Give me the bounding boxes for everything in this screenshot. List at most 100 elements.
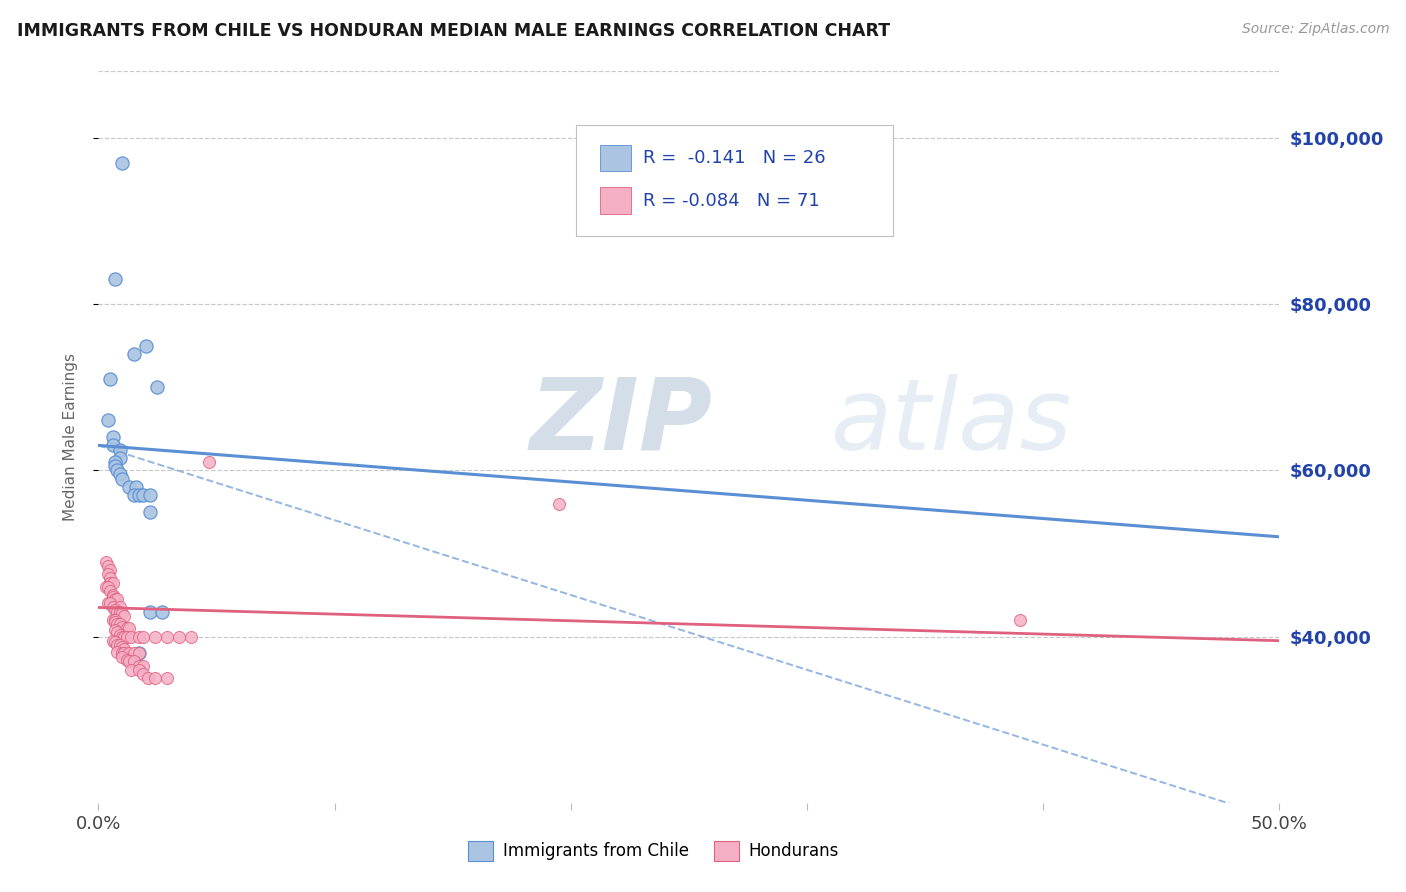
- Point: [104, 613, 127, 627]
- Point: [122, 347, 145, 361]
- Point: [105, 638, 128, 652]
- Point: [115, 653, 138, 667]
- Point: [132, 630, 155, 644]
- Point: [118, 655, 141, 669]
- Point: [122, 646, 145, 660]
- Point: [132, 488, 155, 502]
- Point: [98, 563, 121, 577]
- Point: [101, 575, 124, 590]
- Point: [104, 635, 127, 649]
- Point: [104, 615, 127, 629]
- Text: R = -0.084   N = 71: R = -0.084 N = 71: [643, 192, 820, 210]
- Point: [97, 567, 120, 582]
- Point: [122, 655, 145, 669]
- Point: [108, 605, 131, 619]
- Point: [112, 608, 135, 623]
- Point: [98, 575, 121, 590]
- Point: [97, 558, 120, 573]
- Point: [108, 467, 131, 482]
- Point: [111, 650, 134, 665]
- Point: [104, 455, 127, 469]
- Point: [150, 605, 173, 619]
- Point: [112, 630, 135, 644]
- Point: [105, 463, 128, 477]
- Point: [105, 617, 128, 632]
- Point: [125, 480, 148, 494]
- Point: [101, 613, 124, 627]
- Point: [104, 592, 127, 607]
- Point: [128, 646, 150, 660]
- Point: [143, 630, 166, 644]
- Point: [139, 605, 162, 619]
- Point: [101, 430, 124, 444]
- Point: [112, 642, 135, 657]
- Point: [548, 497, 571, 511]
- Point: [111, 646, 134, 660]
- Point: [108, 638, 131, 652]
- Point: [128, 630, 150, 644]
- Text: IMMIGRANTS FROM CHILE VS HONDURAN MEDIAN MALE EARNINGS CORRELATION CHART: IMMIGRANTS FROM CHILE VS HONDURAN MEDIAN…: [17, 22, 890, 40]
- Point: [97, 413, 120, 427]
- Point: [128, 663, 150, 677]
- Point: [118, 480, 141, 494]
- Text: ZIP: ZIP: [530, 374, 713, 471]
- Point: [108, 600, 131, 615]
- Point: [98, 571, 121, 585]
- Point: [167, 630, 190, 644]
- Point: [111, 472, 134, 486]
- Point: [104, 459, 127, 474]
- Point: [108, 450, 131, 465]
- Text: R =  -0.141   N = 26: R = -0.141 N = 26: [643, 149, 825, 167]
- Point: [111, 630, 134, 644]
- Point: [115, 630, 138, 644]
- Point: [132, 658, 155, 673]
- Point: [121, 630, 143, 644]
- Point: [139, 488, 162, 502]
- Text: atlas: atlas: [831, 374, 1073, 471]
- Point: [1008, 613, 1031, 627]
- Point: [115, 621, 138, 635]
- Point: [104, 623, 127, 637]
- Point: [98, 596, 121, 610]
- Point: [156, 630, 179, 644]
- Point: [101, 588, 124, 602]
- Point: [128, 658, 150, 673]
- Point: [108, 628, 131, 642]
- Point: [111, 607, 134, 621]
- Legend: Immigrants from Chile, Hondurans: Immigrants from Chile, Hondurans: [461, 834, 846, 868]
- Point: [111, 156, 134, 170]
- Point: [111, 619, 134, 633]
- Point: [105, 625, 128, 640]
- Point: [111, 640, 134, 654]
- Point: [128, 488, 150, 502]
- Point: [97, 580, 120, 594]
- Point: [101, 590, 124, 604]
- Point: [118, 646, 141, 660]
- Point: [108, 617, 131, 632]
- Point: [198, 455, 221, 469]
- Point: [101, 438, 124, 452]
- Point: [139, 505, 162, 519]
- Point: [105, 592, 128, 607]
- Point: [132, 667, 155, 681]
- Point: [112, 646, 135, 660]
- Point: [135, 339, 157, 353]
- Point: [101, 600, 124, 615]
- Point: [105, 605, 128, 619]
- Point: [98, 372, 121, 386]
- Point: [108, 442, 131, 457]
- Point: [118, 621, 141, 635]
- Point: [94, 555, 117, 569]
- Text: Source: ZipAtlas.com: Source: ZipAtlas.com: [1241, 22, 1389, 37]
- Point: [104, 603, 127, 617]
- Y-axis label: Median Male Earnings: Median Male Earnings: [63, 353, 77, 521]
- Point: [104, 272, 127, 286]
- Point: [128, 646, 150, 660]
- Point: [180, 630, 202, 644]
- Point: [122, 488, 145, 502]
- Point: [143, 671, 166, 685]
- Point: [101, 633, 124, 648]
- Point: [156, 671, 179, 685]
- Point: [121, 663, 143, 677]
- Point: [105, 644, 128, 658]
